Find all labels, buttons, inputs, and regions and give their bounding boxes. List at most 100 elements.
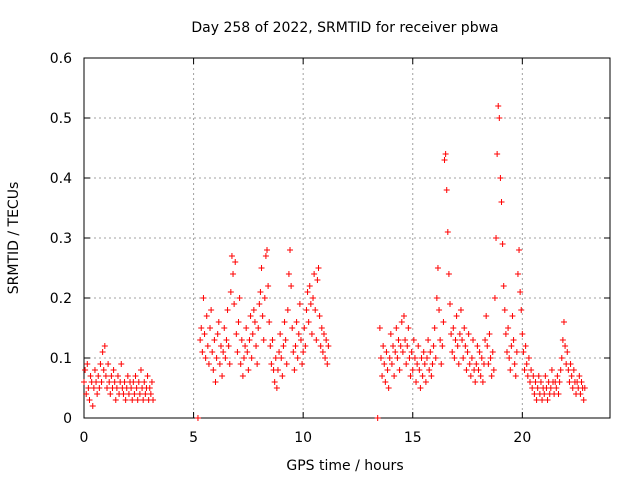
- data-point: [197, 337, 204, 343]
- data-point: [312, 307, 319, 313]
- y-tick-label: 0.3: [50, 231, 72, 247]
- data-point: [490, 367, 497, 373]
- x-tick-label: 5: [189, 430, 198, 446]
- data-point: [418, 355, 425, 361]
- data-point: [232, 259, 239, 265]
- data-point: [148, 379, 155, 385]
- data-point: [91, 367, 98, 373]
- data-point: [455, 361, 462, 367]
- data-point: [238, 337, 245, 343]
- data-point: [271, 379, 278, 385]
- data-point: [438, 361, 445, 367]
- data-point: [494, 151, 501, 157]
- data-point: [451, 355, 458, 361]
- data-point: [425, 337, 432, 343]
- data-point: [420, 349, 427, 355]
- data-point: [426, 367, 433, 373]
- data-point: [531, 391, 538, 397]
- data-point: [150, 397, 157, 403]
- data-point: [555, 391, 562, 397]
- data-point: [254, 361, 261, 367]
- data-point: [570, 367, 577, 373]
- data-point: [243, 325, 250, 331]
- data-point: [441, 157, 448, 163]
- data-point: [522, 343, 529, 349]
- data-point: [112, 397, 119, 403]
- data-point: [279, 373, 286, 379]
- data-point: [489, 349, 496, 355]
- data-point: [121, 379, 128, 385]
- data-point: [302, 343, 309, 349]
- data-point: [133, 385, 140, 391]
- data-point: [387, 331, 394, 337]
- data-point: [511, 361, 518, 367]
- data-point: [228, 253, 235, 259]
- data-point: [450, 325, 457, 331]
- data-point: [244, 349, 251, 355]
- data-point: [236, 295, 243, 301]
- data-point: [317, 343, 324, 349]
- data-point: [484, 343, 491, 349]
- data-point: [474, 343, 481, 349]
- data-point: [560, 319, 567, 325]
- data-point: [388, 361, 395, 367]
- data-point: [434, 265, 441, 271]
- data-point: [523, 361, 530, 367]
- data-point: [202, 355, 209, 361]
- data-point: [470, 337, 477, 343]
- data-point: [253, 343, 260, 349]
- data-point: [505, 325, 512, 331]
- data-point: [569, 385, 576, 391]
- data-point: [82, 367, 89, 373]
- y-tick-label: 0.5: [50, 111, 72, 127]
- data-point: [533, 397, 540, 403]
- data-point: [521, 367, 528, 373]
- data-point: [447, 301, 454, 307]
- data-point: [554, 373, 561, 379]
- data-point: [534, 385, 541, 391]
- data-point: [324, 361, 331, 367]
- data-point: [114, 373, 121, 379]
- data-point: [118, 361, 125, 367]
- data-point: [405, 325, 412, 331]
- data-point: [530, 373, 537, 379]
- data-point: [404, 343, 411, 349]
- data-point: [124, 373, 131, 379]
- data-point: [250, 307, 257, 313]
- data-point: [306, 283, 313, 289]
- data-point: [308, 331, 315, 337]
- data-point: [249, 331, 256, 337]
- data-point: [409, 367, 416, 373]
- data-point: [94, 391, 101, 397]
- data-point: [529, 385, 536, 391]
- data-point: [276, 349, 283, 355]
- data-point: [300, 349, 307, 355]
- data-point: [239, 373, 246, 379]
- data-point: [454, 343, 461, 349]
- data-point: [260, 337, 267, 343]
- data-point: [221, 325, 228, 331]
- data-point: [295, 331, 302, 337]
- data-point: [539, 397, 546, 403]
- data-point: [416, 367, 423, 373]
- data-point: [320, 331, 327, 337]
- data-point: [140, 397, 147, 403]
- data-point: [576, 373, 583, 379]
- data-point: [518, 307, 525, 313]
- data-point: [258, 265, 265, 271]
- data-point: [240, 355, 247, 361]
- data-point: [273, 385, 280, 391]
- data-point: [211, 337, 218, 343]
- data-point: [476, 349, 483, 355]
- data-point: [445, 271, 452, 277]
- data-point: [558, 355, 565, 361]
- data-point: [427, 349, 434, 355]
- data-point: [225, 343, 232, 349]
- data-point: [559, 337, 566, 343]
- data-point: [461, 325, 468, 331]
- data-point: [201, 331, 208, 337]
- data-point: [394, 355, 401, 361]
- data-point: [396, 367, 403, 373]
- data-point: [442, 151, 449, 157]
- data-point: [304, 289, 311, 295]
